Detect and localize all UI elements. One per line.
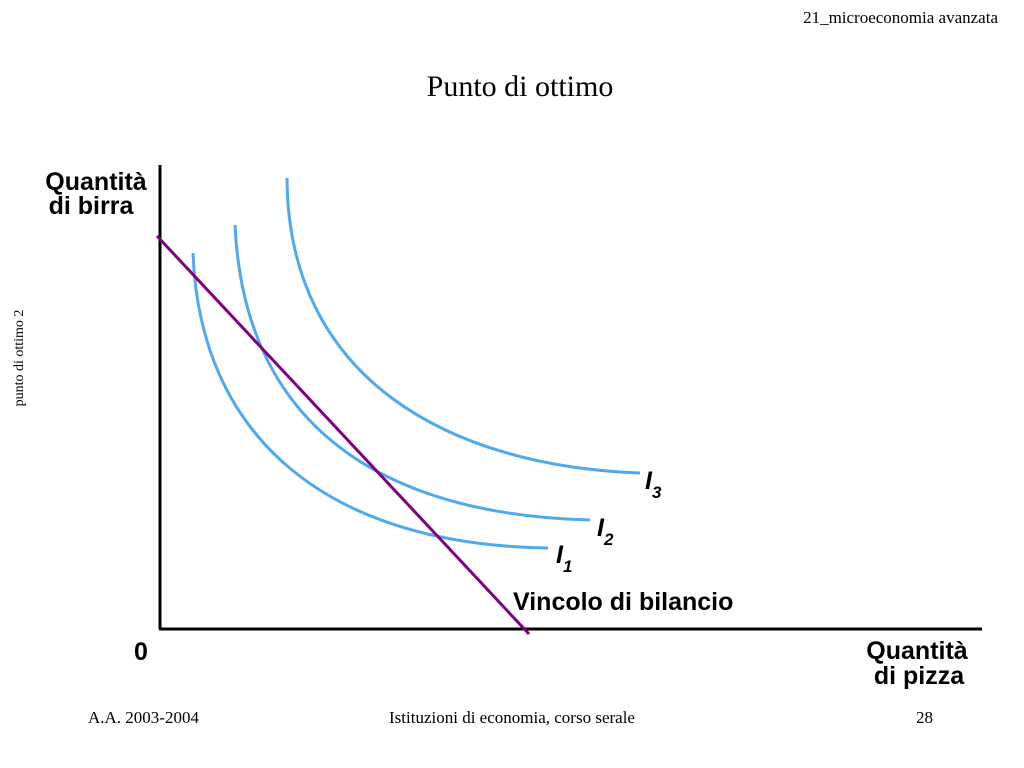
- y-axis-label-line1: Quantità: [45, 168, 146, 196]
- curve-label-i3: I3: [645, 467, 662, 502]
- curve-label-i1-letter: I: [556, 541, 564, 569]
- y-axis-label-line2: di birra: [49, 192, 135, 220]
- page-number: 28: [916, 708, 933, 727]
- curve-label-i3-subscript: 3: [652, 483, 662, 502]
- x-axis-label-line2: di pizza: [874, 662, 965, 690]
- indifference-curve-2: [233, 224, 591, 522]
- curve-label-i1-subscript: 1: [563, 557, 572, 576]
- curve-label-i2-letter: I: [597, 514, 605, 542]
- curve-label-i2-subscript: 2: [603, 530, 614, 549]
- curve-label-i2: I2: [597, 514, 614, 549]
- slide-title: Punto di ottimo: [426, 70, 614, 103]
- budget-line: [155, 234, 531, 636]
- budget-line-label: Vincolo di bilancio: [513, 588, 733, 616]
- indifference-curve-1: [191, 252, 549, 550]
- course-code: 21_microeconomia avanzata: [803, 8, 998, 27]
- indifference-curve-3: [285, 177, 641, 475]
- x-axis-label-line1: Quantità: [866, 637, 967, 665]
- footer-course: Istituzioni di economia, corso serale: [389, 708, 635, 727]
- curve-label-i3-letter: I: [645, 467, 653, 495]
- footer-year: A.A. 2003-2004: [88, 708, 199, 727]
- curve-label-i1: I1: [556, 541, 572, 576]
- origin-label: 0: [134, 638, 148, 666]
